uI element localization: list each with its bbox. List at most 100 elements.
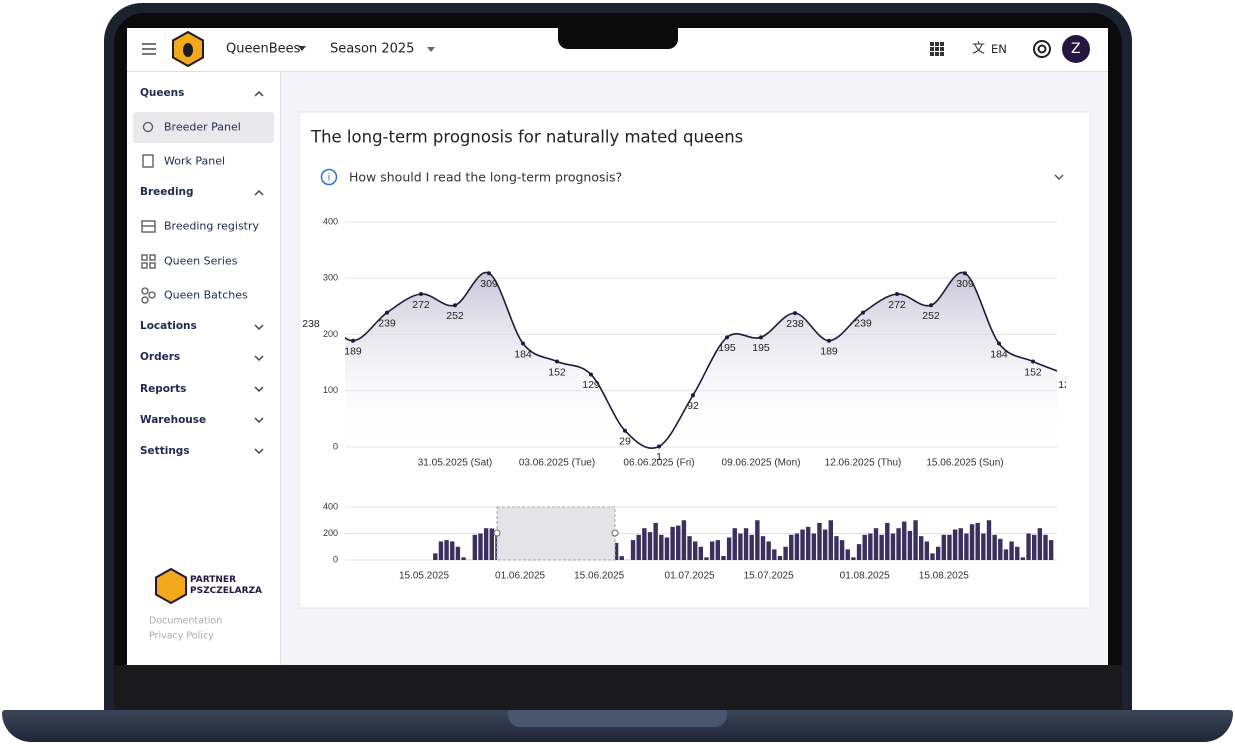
line-area	[345, 272, 1057, 449]
footer-link[interactable]: Documentation	[149, 615, 223, 627]
bar	[981, 533, 986, 560]
bar	[647, 532, 653, 560]
logo-bee	[183, 43, 193, 57]
bar	[760, 536, 766, 560]
data-label: 272	[412, 299, 430, 311]
menu-item[interactable]: Breeding registry	[164, 219, 260, 233]
bar	[902, 521, 907, 560]
bar	[472, 534, 478, 560]
label-layer: 238 189 239 272 252 309 184 152 129 29 1 92 195 195 23…	[302, 278, 1066, 463]
bar	[998, 538, 1003, 560]
target-icon[interactable]	[1033, 40, 1051, 58]
data-label: 309	[956, 278, 974, 290]
bar	[896, 528, 901, 560]
footer-link[interactable]: Privacy Policy	[149, 630, 214, 642]
bar	[743, 528, 749, 560]
data-label: 152	[548, 366, 566, 378]
y-tick-label: 100	[323, 385, 338, 395]
app-name[interactable]: QueenBees	[226, 41, 301, 57]
menu-item[interactable]: Breeder Panel	[164, 120, 241, 134]
data-label: 252	[922, 310, 940, 322]
bar	[1043, 534, 1048, 560]
plot-area	[317, 271, 1057, 449]
partner-logo	[155, 567, 187, 605]
section-title[interactable]: Orders	[140, 351, 181, 363]
bar	[659, 534, 664, 560]
point	[623, 428, 627, 433]
bar	[811, 533, 817, 560]
bar	[613, 542, 619, 560]
selection-handle	[611, 529, 619, 537]
help-chevron[interactable]	[1054, 174, 1064, 181]
point	[589, 372, 593, 377]
info-icon[interactable]	[320, 168, 338, 186]
section-title[interactable]: Breeding	[140, 186, 194, 198]
bar	[676, 525, 681, 560]
bar	[919, 536, 924, 560]
bar	[964, 533, 969, 560]
season-caret[interactable]	[427, 47, 435, 52]
section-title[interactable]: Warehouse	[140, 414, 207, 426]
help-toggle[interactable]: How should I read the long-term prognosi…	[349, 169, 623, 185]
data-label: 189	[344, 345, 362, 357]
bar	[450, 541, 455, 560]
translate-icon[interactable]: 文	[972, 40, 985, 55]
bar	[726, 537, 732, 560]
data-label: 238	[302, 318, 320, 330]
menu-icon[interactable]	[142, 43, 156, 55]
section-title[interactable]: Reports	[140, 383, 187, 395]
bar	[1020, 557, 1026, 560]
y-tick-label: 200	[323, 329, 338, 339]
bar	[693, 541, 698, 560]
x-tick-label: 15.05.2025	[399, 571, 449, 582]
y-tick-label: 0	[333, 554, 338, 564]
bar	[806, 526, 811, 560]
bar	[873, 528, 879, 560]
bar	[969, 524, 975, 560]
x-tick-label: 12.06.2025 (Thu)	[825, 458, 902, 469]
bar	[698, 546, 704, 560]
point	[895, 292, 899, 296]
section-title[interactable]: Settings	[140, 445, 190, 457]
point	[725, 335, 729, 340]
point	[691, 393, 695, 398]
bar	[642, 528, 647, 560]
y-tick-label: 200	[323, 528, 338, 538]
section-title[interactable]: Locations	[140, 320, 197, 332]
point	[419, 292, 423, 296]
bar	[975, 522, 980, 560]
data-label: 195	[718, 342, 736, 354]
point	[317, 311, 321, 315]
avatar[interactable]	[1062, 35, 1090, 63]
season[interactable]: Season 2025	[330, 41, 415, 57]
menu-item[interactable]: Work Panel	[164, 154, 226, 168]
data-label: 239	[378, 317, 396, 329]
bar	[766, 541, 771, 560]
menu-item[interactable]: Queen Series	[164, 254, 238, 268]
y-tick-label: 0	[333, 441, 338, 451]
sidebar-chevrons[interactable]	[254, 90, 264, 455]
language[interactable]: EN	[991, 42, 1007, 56]
bar	[715, 540, 720, 560]
y-tick-label: 400	[323, 216, 338, 226]
bar	[732, 528, 737, 560]
bar	[868, 533, 873, 560]
apps-icon[interactable]	[930, 42, 944, 56]
menu-item[interactable]: Queen Batches	[164, 288, 248, 302]
point	[997, 341, 1001, 346]
bar	[856, 544, 862, 560]
y-tick-label: 300	[323, 273, 338, 283]
x-tick-label: 03.06.2025 (Tue)	[519, 458, 595, 469]
point	[861, 310, 865, 315]
bar	[438, 541, 444, 560]
data-label: 309	[480, 278, 498, 290]
data-label: 129	[582, 379, 600, 391]
app-caret[interactable]	[298, 46, 306, 51]
x-tick-label: 15.07.2025	[744, 571, 794, 582]
avatar-letter: Z	[1071, 41, 1081, 57]
bar	[630, 540, 636, 560]
section-title[interactable]: Queens	[140, 87, 185, 99]
bar	[935, 546, 941, 560]
navigator-selection[interactable]	[496, 506, 616, 561]
